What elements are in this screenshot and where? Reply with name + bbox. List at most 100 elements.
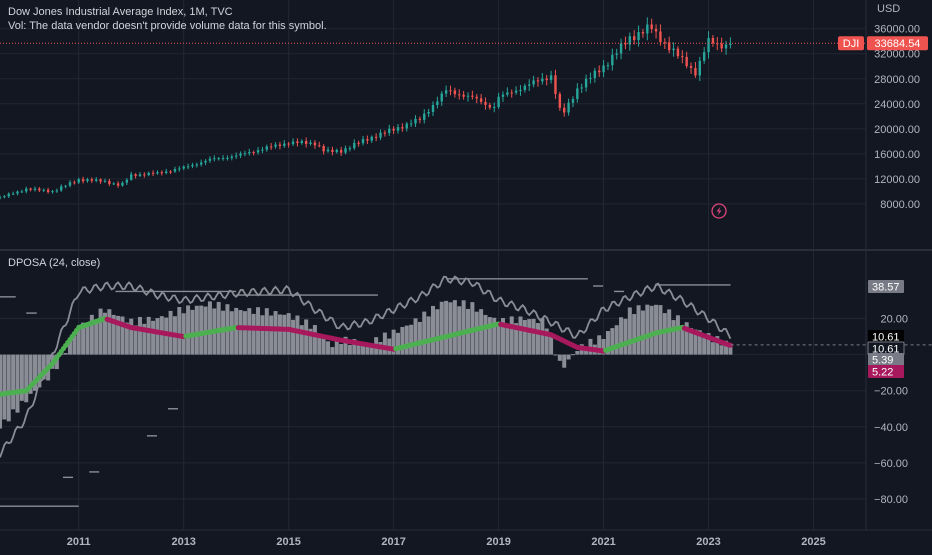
histogram-bar: [654, 304, 659, 355]
histogram-bar: [234, 307, 239, 355]
lightning-icon[interactable]: [711, 203, 727, 219]
candle: [230, 154, 234, 161]
histogram-bar: [312, 325, 317, 355]
candle: [143, 172, 146, 178]
candle-body: [659, 31, 662, 43]
candle-body: [528, 84, 531, 86]
candle: [598, 65, 601, 77]
candle: [269, 143, 273, 150]
candle: [99, 178, 102, 184]
candle: [160, 170, 164, 176]
lightning-glyph: [716, 206, 722, 216]
oscillator-badge[interactable]: [868, 280, 904, 293]
histogram-bar: [553, 354, 558, 356]
candle: [42, 188, 45, 193]
candle-body: [484, 101, 487, 105]
candle: [646, 17, 649, 41]
candle: [685, 51, 688, 69]
oscillator-title[interactable]: DPOSA (24, close): [8, 257, 101, 269]
candle-body: [90, 179, 94, 181]
candle-body: [11, 193, 15, 195]
histogram-bar: [426, 316, 431, 355]
candle: [300, 139, 303, 145]
candle-body: [33, 188, 37, 190]
oscillator-axis[interactable]: 20.00 −20.00 −40.00 −60.00 −80.00: [874, 314, 908, 507]
histogram-bar: [304, 319, 309, 355]
histogram-bar: [238, 310, 243, 355]
time-axis[interactable]: 2011 2013 2015 2017 2019 2021 2023 2025: [67, 536, 826, 548]
candle: [278, 141, 282, 150]
candle-body: [414, 118, 417, 124]
level-segments: [0, 278, 731, 507]
candle-body: [650, 24, 653, 30]
oscillator-badge[interactable]: [868, 353, 904, 366]
histogram-bar: [724, 340, 729, 355]
candle-body: [208, 158, 212, 161]
histogram-bar: [636, 305, 641, 355]
candle: [418, 116, 422, 124]
histogram-bar: [286, 313, 291, 355]
candle: [589, 72, 592, 84]
main-chart-title[interactable]: Dow Jones Industrial Average Index, 1M, …: [8, 6, 233, 18]
candle: [339, 146, 343, 156]
candle-body: [694, 67, 697, 76]
candle: [291, 138, 295, 147]
candle: [707, 31, 710, 59]
histogram-bar: [260, 315, 265, 355]
candle-body: [103, 180, 107, 182]
histogram-bar: [649, 305, 654, 355]
oscillator-badge[interactable]: [868, 365, 904, 378]
candle: [239, 151, 242, 159]
histogram-bar: [601, 338, 606, 355]
candle: [112, 182, 115, 186]
candle-body: [436, 101, 439, 106]
candle-body: [51, 191, 54, 193]
histogram-bar: [181, 313, 186, 355]
price-tick-label: 8000.00: [880, 199, 920, 211]
histogram-bar: [129, 318, 134, 355]
candle: [108, 178, 111, 187]
histogram-bar: [487, 317, 492, 355]
candle-body: [401, 127, 404, 129]
oscillator-badge-label: 10.61: [872, 332, 900, 344]
candle: [0, 195, 2, 200]
candle: [497, 92, 500, 109]
candle: [335, 148, 338, 154]
oscillator-badge[interactable]: [868, 330, 904, 343]
osc-tick-label: −80.00: [874, 494, 908, 506]
candle: [528, 79, 531, 92]
candle-body: [388, 128, 391, 134]
time-tick-label: 2015: [276, 536, 300, 548]
histogram-bar: [146, 316, 151, 355]
histogram-bar: [566, 354, 571, 360]
candle-body: [230, 156, 234, 158]
histogram-bar: [645, 304, 650, 355]
candle: [309, 139, 312, 146]
candle: [466, 92, 470, 102]
histogram-bar: [269, 315, 274, 355]
histogram-bar: [474, 311, 479, 355]
price-tick-label: 36000.00: [874, 24, 920, 36]
histogram-bar: [199, 305, 204, 355]
histogram-bar: [277, 314, 282, 355]
price-axis[interactable]: USD 36000.00 32000.00 28000.00 24000.00 20000…: [874, 3, 920, 211]
candle: [29, 187, 32, 192]
candle-body: [29, 188, 32, 190]
candle-body: [261, 149, 264, 151]
candle-body: [567, 102, 570, 113]
candle-body: [283, 143, 286, 146]
main-legend: Dow Jones Industrial Average Index, 1M, …: [8, 5, 327, 33]
candle: [138, 172, 142, 177]
last-price-badge[interactable]: [867, 36, 928, 51]
candle: [313, 140, 317, 149]
symbol-badge[interactable]: [838, 36, 864, 51]
histogram-bar: [689, 328, 694, 355]
histogram-bar: [0, 354, 2, 429]
candle-body: [318, 145, 321, 147]
candle-body: [248, 151, 251, 154]
candle-body: [130, 174, 133, 180]
candle-body: [331, 149, 334, 153]
histogram-bar: [619, 317, 624, 355]
